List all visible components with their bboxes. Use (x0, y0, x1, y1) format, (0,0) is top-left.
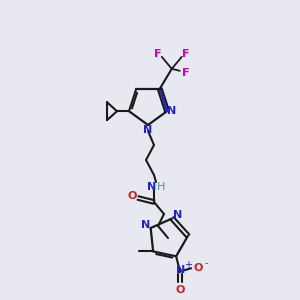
Text: O: O (127, 191, 137, 201)
Text: -: - (204, 258, 208, 268)
Text: N: N (167, 106, 177, 116)
Text: F: F (182, 68, 190, 78)
Text: H: H (157, 182, 165, 192)
Text: F: F (154, 49, 161, 59)
Text: N: N (147, 182, 157, 192)
Text: +: + (184, 260, 192, 270)
Text: N: N (141, 220, 150, 230)
Text: N: N (143, 125, 153, 135)
Text: O: O (194, 263, 203, 273)
Text: N: N (176, 265, 185, 275)
Text: O: O (176, 285, 185, 295)
Text: N: N (172, 210, 182, 220)
Text: F: F (182, 49, 190, 59)
